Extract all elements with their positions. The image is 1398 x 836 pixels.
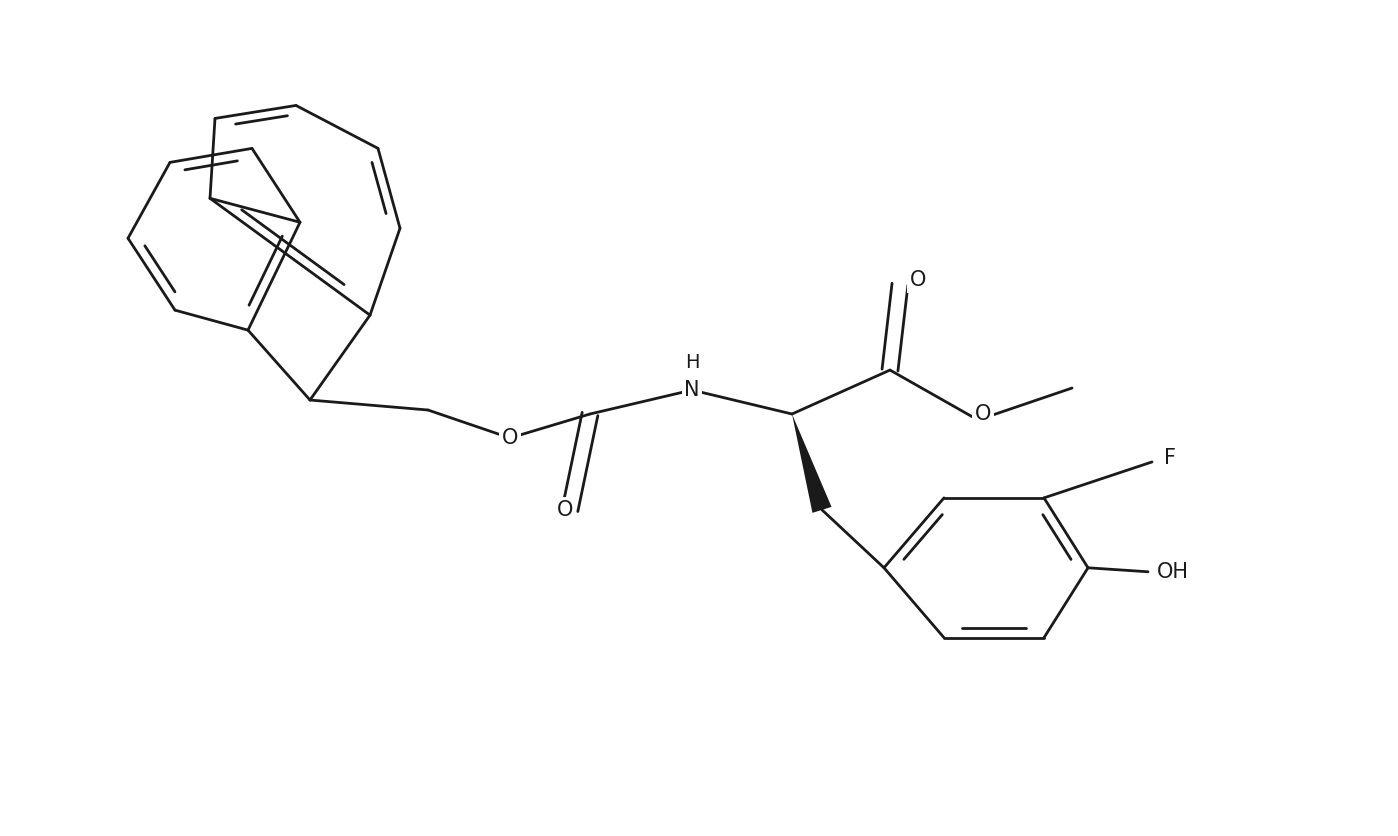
Text: O: O [556, 500, 573, 520]
Text: F: F [1165, 448, 1176, 468]
Text: H: H [685, 353, 699, 371]
Polygon shape [793, 414, 832, 512]
Text: O: O [910, 270, 925, 290]
Text: O: O [974, 404, 991, 424]
Text: N: N [684, 380, 700, 400]
Text: OH: OH [1158, 562, 1188, 582]
Text: O: O [502, 428, 519, 448]
